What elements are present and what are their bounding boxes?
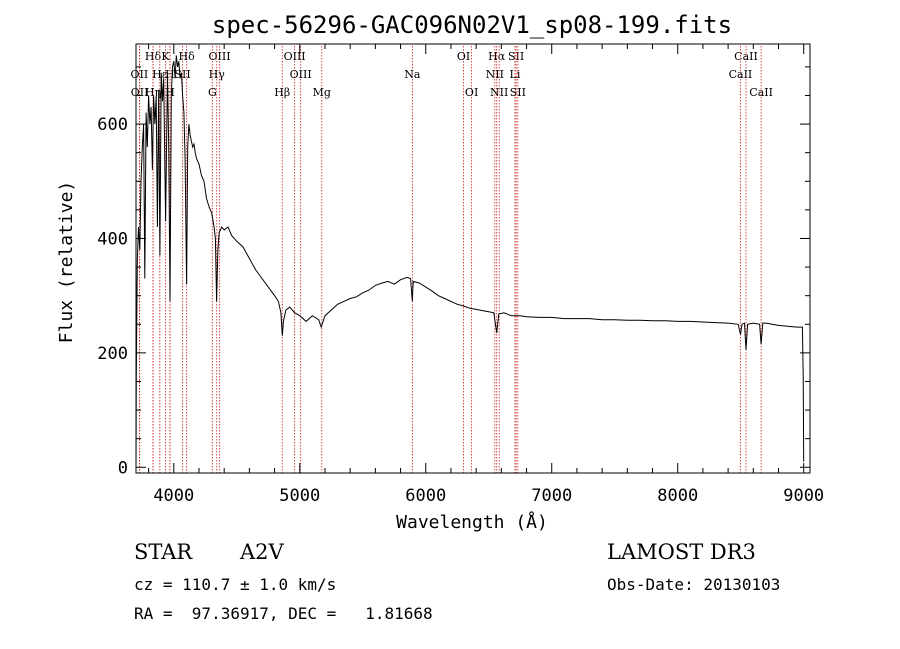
y-tick-label: 200 [97, 344, 128, 364]
x-tick-label: 4000 [153, 486, 194, 506]
line-marker-label: SII [174, 68, 190, 81]
y-axis: 0 200 400 600 [97, 66, 810, 478]
line-marker-label: OI [465, 86, 478, 99]
x-tick-label: 8000 [657, 486, 698, 506]
line-marker-label: Hα [488, 50, 506, 63]
line-marker-label: NII [490, 86, 508, 99]
line-marker-label: NII [486, 68, 504, 81]
line-marker-label: CaII [734, 50, 758, 63]
y-tick-label: 0 [118, 458, 128, 478]
y-tick-label: 600 [97, 115, 128, 135]
spectrum-line [135, 55, 805, 468]
plot-frame [135, 43, 811, 474]
line-marker-label: OIII [290, 68, 312, 81]
x-tick-label: 9000 [783, 486, 824, 506]
line-marker-label: G [208, 86, 217, 99]
line-marker-label: Li [510, 68, 521, 81]
coordinates-text: RA = 97.36917, DEC = 1.81668 [134, 604, 433, 623]
line-marker-label: SII [510, 86, 526, 99]
x-tick-label: 5000 [279, 486, 320, 506]
spectral-subclass: A2V [240, 540, 284, 564]
line-marker-label: Hγ [209, 68, 226, 81]
x-tick-label: 7000 [531, 486, 572, 506]
line-marker-label: Na [404, 68, 421, 81]
line-marker-label: OIII [284, 50, 306, 63]
y-axis-label: Flux (relative) [56, 181, 77, 344]
line-marker-label: CaII [749, 86, 773, 99]
redshift-text: cz = 110.7 ± 1.0 km/s [134, 575, 337, 594]
x-axis-label: Wavelength (Å) [396, 511, 548, 533]
line-marker-label: Hβ [274, 86, 290, 99]
line-marker-label: Hε [152, 68, 168, 81]
line-marker-label: CaII [729, 68, 753, 81]
line-marker-label: SII [508, 50, 524, 63]
chart-title: spec-56296-GAC096N02V1_sp08-199.fits [212, 11, 732, 39]
line-marker-label: K [161, 50, 170, 63]
line-marker-label: Mg [313, 86, 331, 99]
line-marker-label: OII [131, 86, 149, 99]
line-marker-label: H [165, 86, 175, 99]
observation-date: Obs-Date: 20130103 [607, 575, 781, 594]
object-type: STAR [134, 540, 193, 564]
x-tick-label: 6000 [405, 486, 446, 506]
y-tick-label: 400 [97, 229, 128, 249]
x-axis: 4000 5000 6000 7000 8000 9000 [148, 44, 824, 506]
line-marker-label: Hδ [179, 50, 196, 63]
line-marker-label: OI [457, 50, 470, 63]
survey-name: LAMOST DR3 [607, 540, 756, 564]
line-marker-label: OIII [208, 50, 230, 63]
